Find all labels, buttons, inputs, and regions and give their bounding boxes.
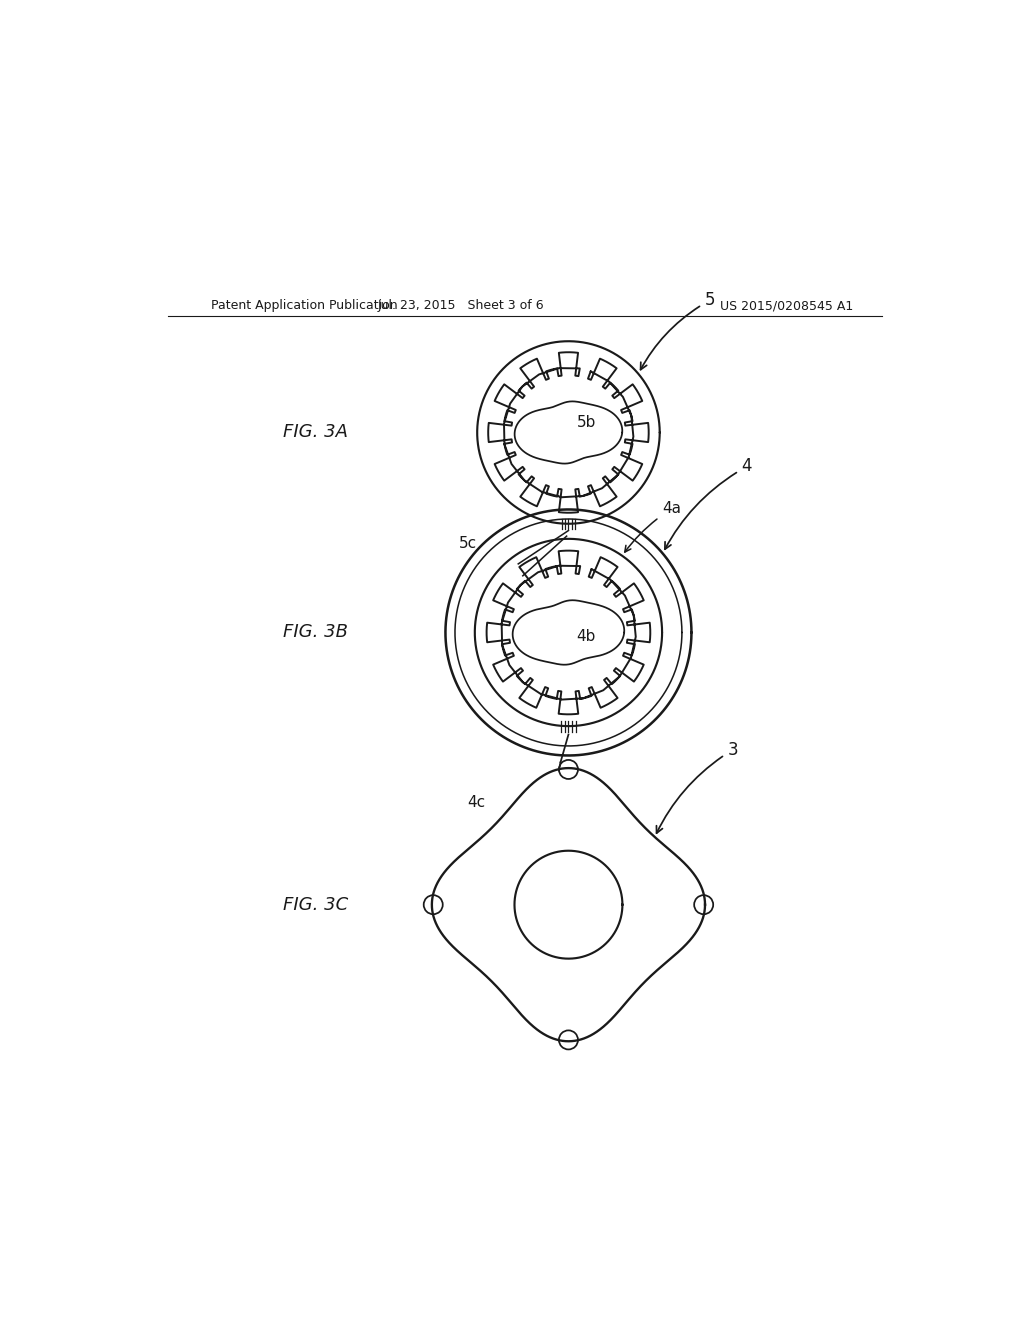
Text: FIG. 3C: FIG. 3C	[283, 896, 348, 913]
Text: US 2015/0208545 A1: US 2015/0208545 A1	[720, 300, 853, 312]
Text: 5b: 5b	[577, 416, 596, 430]
Text: Jul. 23, 2015   Sheet 3 of 6: Jul. 23, 2015 Sheet 3 of 6	[378, 300, 545, 312]
Text: 4: 4	[665, 458, 752, 549]
Text: FIG. 3B: FIG. 3B	[283, 623, 348, 642]
Text: 3: 3	[656, 741, 738, 833]
Text: FIG. 3A: FIG. 3A	[283, 424, 348, 441]
Text: 4a: 4a	[625, 502, 681, 552]
Text: 4c: 4c	[467, 795, 485, 809]
Text: 5c: 5c	[459, 536, 477, 552]
Text: Patent Application Publication: Patent Application Publication	[211, 300, 398, 312]
Text: 4b: 4b	[577, 628, 596, 644]
Text: 5: 5	[641, 292, 715, 370]
